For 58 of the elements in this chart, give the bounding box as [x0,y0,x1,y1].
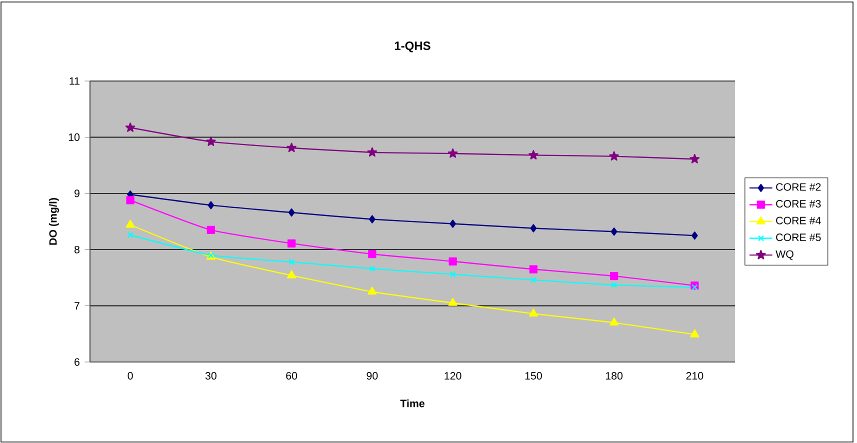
point [126,196,134,204]
legend-label: CORE #5 [776,234,821,242]
point [126,220,135,228]
point [208,201,214,210]
point [368,286,377,295]
point [448,257,457,266]
x-tick-label: 0 [128,372,133,380]
x-tick-label: 150 [525,372,542,380]
point [609,151,619,161]
point [127,232,134,238]
point [125,122,136,132]
point [286,142,296,152]
point [368,215,376,224]
point [529,265,538,274]
point [530,276,536,283]
x-tick-label: 60 [286,372,298,380]
point [288,258,295,266]
point [448,148,458,158]
point [528,308,538,317]
point [690,154,700,164]
y-tick-label: 11 [70,77,80,85]
point [610,272,618,280]
point [690,329,700,338]
point [206,226,216,234]
x-tick-label: 210 [686,372,704,380]
point [450,271,456,278]
x-tick-label: 90 [366,372,378,380]
point [288,208,295,217]
point [367,147,378,157]
chart-title: 1-QHS [394,42,430,52]
point [610,228,618,236]
point [287,270,296,278]
y-tick-label: 6 [74,358,80,366]
y-tick-label: 9 [74,190,80,198]
y-tick-label: 8 [74,246,80,254]
point [368,250,376,258]
legend-label: CORE #4 [776,216,821,224]
x-tick-label: 180 [606,372,623,380]
legend-label: CORE #2 [776,183,821,191]
point [206,136,216,146]
point [528,150,538,160]
point [530,224,537,232]
x-axis-title: Time [400,399,424,408]
point [369,266,376,272]
legend-label: CORE #3 [776,200,821,208]
x-tick-label: 120 [444,372,462,380]
x-tick-label: 30 [205,372,216,380]
y-axis-title: DO (mg/l) [48,198,59,245]
point [610,318,619,326]
point [448,298,458,306]
point [450,220,456,228]
point [691,231,698,240]
point [611,282,618,288]
legend-label: WQ [776,250,794,260]
point [692,284,698,290]
point [287,239,296,248]
y-tick-label: 10 [68,133,80,141]
y-tick-label: 7 [74,302,80,310]
